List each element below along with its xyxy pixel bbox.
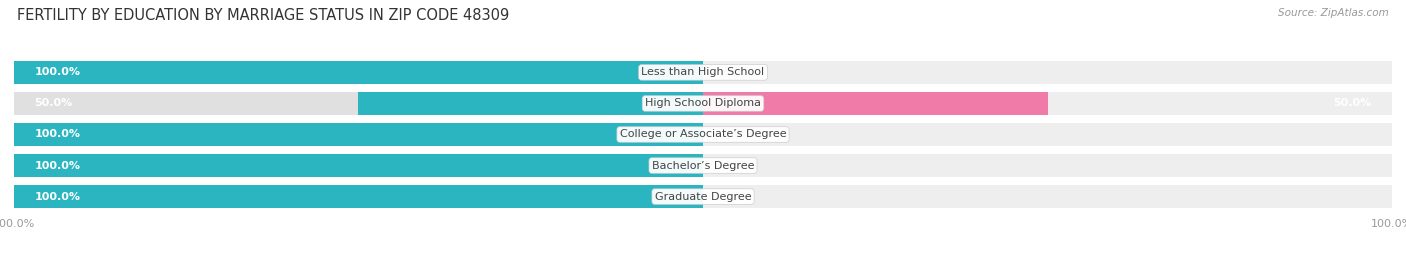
Bar [14, 185, 703, 208]
Bar [703, 154, 1392, 177]
Text: High School Diploma: High School Diploma [645, 98, 761, 108]
Bar [703, 185, 1392, 208]
Text: Source: ZipAtlas.com: Source: ZipAtlas.com [1278, 8, 1389, 18]
Text: FERTILITY BY EDUCATION BY MARRIAGE STATUS IN ZIP CODE 48309: FERTILITY BY EDUCATION BY MARRIAGE STATU… [17, 8, 509, 23]
Bar [703, 92, 1392, 115]
Text: Graduate Degree: Graduate Degree [655, 192, 751, 201]
Bar [359, 92, 703, 115]
Text: Less than High School: Less than High School [641, 68, 765, 77]
Bar [14, 61, 703, 84]
Bar [703, 123, 1392, 146]
Text: 100.0%: 100.0% [35, 68, 80, 77]
Bar [14, 123, 703, 146]
Text: 0.0%: 0.0% [724, 68, 752, 77]
Bar [703, 92, 1047, 115]
Bar [14, 154, 703, 177]
Text: 50.0%: 50.0% [35, 98, 73, 108]
Bar [14, 123, 703, 146]
Bar [14, 92, 703, 115]
Bar [14, 61, 703, 84]
Bar [14, 154, 703, 177]
Text: 0.0%: 0.0% [724, 192, 752, 201]
Text: 100.0%: 100.0% [35, 129, 80, 140]
Text: College or Associate’s Degree: College or Associate’s Degree [620, 129, 786, 140]
Bar [703, 61, 1392, 84]
Text: 0.0%: 0.0% [724, 129, 752, 140]
Text: 50.0%: 50.0% [1333, 98, 1371, 108]
Text: Bachelor’s Degree: Bachelor’s Degree [652, 161, 754, 171]
Text: 0.0%: 0.0% [724, 161, 752, 171]
Text: 100.0%: 100.0% [35, 192, 80, 201]
Text: 100.0%: 100.0% [35, 161, 80, 171]
Bar [14, 185, 703, 208]
